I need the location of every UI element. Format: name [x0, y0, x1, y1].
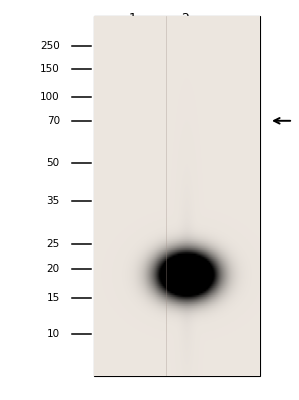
Text: 35: 35: [47, 196, 60, 206]
Text: 10: 10: [47, 329, 60, 339]
Text: 150: 150: [40, 64, 60, 74]
Text: 2: 2: [181, 12, 189, 25]
Text: 100: 100: [40, 92, 60, 102]
Text: 15: 15: [47, 293, 60, 303]
Text: 250: 250: [40, 41, 60, 51]
Text: 1: 1: [129, 12, 137, 25]
Text: 70: 70: [47, 116, 60, 126]
Bar: [94, 16, 260, 376]
Text: 50: 50: [47, 158, 60, 168]
Text: 20: 20: [47, 264, 60, 274]
Text: 25: 25: [47, 239, 60, 249]
